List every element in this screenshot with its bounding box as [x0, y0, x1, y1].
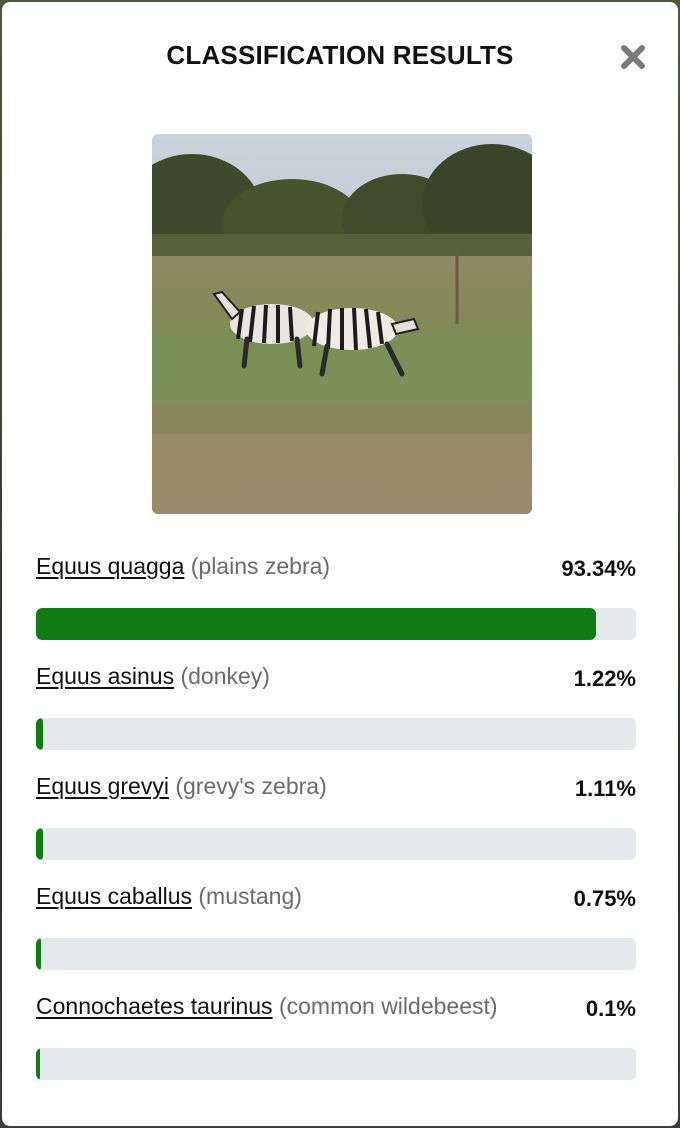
- confidence-bar: [36, 1048, 636, 1080]
- confidence-bar: [36, 718, 636, 750]
- scientific-name-link[interactable]: Equus caballus: [36, 883, 192, 909]
- confidence-bar: [36, 828, 636, 860]
- confidence-bar-fill: [36, 608, 597, 640]
- result-row: Equus caballus (mustang) 0.75%: [36, 882, 636, 970]
- confidence-bar: [36, 608, 636, 640]
- result-name: Equus quagga (plains zebra): [36, 552, 330, 580]
- confidence-percent: 1.11%: [574, 776, 636, 801]
- scientific-name-link[interactable]: Equus grevyi: [36, 773, 169, 799]
- result-name: Equus grevyi (grevy's zebra): [36, 772, 327, 800]
- confidence-bar-fill: [36, 938, 41, 970]
- result-row: Equus quagga (plains zebra) 93.34%: [36, 552, 636, 640]
- confidence-bar-fill: [36, 828, 43, 860]
- confidence-percent: 93.34%: [561, 556, 636, 581]
- scientific-name-link[interactable]: Equus asinus: [36, 663, 175, 689]
- result-name: Equus caballus (mustang): [36, 882, 302, 910]
- classified-image: [152, 134, 532, 514]
- result-row: Connochaetes taurinus (common wildebeest…: [36, 992, 636, 1080]
- common-name: (donkey): [180, 663, 270, 689]
- scientific-name-link[interactable]: Equus quagga: [36, 553, 185, 579]
- result-row: Equus grevyi (grevy's zebra) 1.11%: [36, 772, 636, 860]
- confidence-percent: 0.1%: [585, 996, 636, 1021]
- common-name: (plains zebra): [190, 553, 331, 579]
- common-name: (grevy's zebra): [175, 773, 327, 799]
- dialog-title: CLASSIFICATION RESULTS: [166, 40, 514, 70]
- common-name: (mustang): [198, 883, 302, 909]
- confidence-percent: 0.75%: [573, 886, 636, 911]
- result-name: Connochaetes taurinus (common wildebeest…: [36, 992, 498, 1020]
- confidence-bar: [36, 938, 636, 970]
- scientific-name-link[interactable]: Connochaetes taurinus: [36, 993, 273, 1019]
- close-icon[interactable]: [618, 42, 648, 72]
- common-name: (common wildebeest): [278, 993, 498, 1019]
- confidence-bar-fill: [36, 718, 44, 750]
- result-row: Equus asinus (donkey) 1.22%: [36, 662, 636, 750]
- result-name: Equus asinus (donkey): [36, 662, 270, 690]
- confidence-percent: 1.22%: [573, 666, 636, 691]
- confidence-bar-fill: [36, 1048, 40, 1080]
